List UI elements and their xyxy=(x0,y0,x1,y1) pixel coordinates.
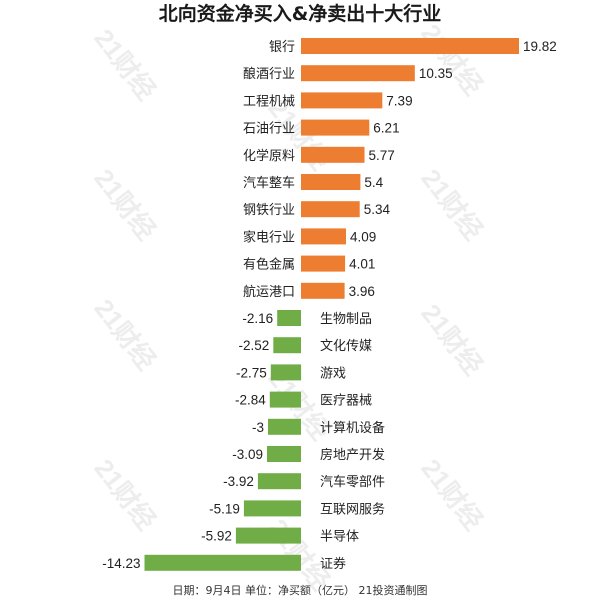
category-label-1: 银行 xyxy=(269,40,295,55)
bar-17 xyxy=(257,473,301,490)
value-label-9: 4.01 xyxy=(349,257,375,272)
value-label-6: 5.4 xyxy=(364,175,383,190)
category-label-20: 证券 xyxy=(320,556,346,572)
category-label-7: 钢铁行业 xyxy=(243,203,295,218)
watermark-4: 21财经 xyxy=(415,163,488,245)
value-label-13: -2.75 xyxy=(236,365,267,380)
value-label-10: 3.96 xyxy=(349,284,375,299)
value-label-1: 19.82 xyxy=(523,39,557,54)
bar-11 xyxy=(277,310,301,326)
bar-12 xyxy=(273,337,301,354)
category-label-12: 文化传媒 xyxy=(320,339,372,354)
watermark-5: 21财经 xyxy=(88,293,161,375)
category-label-2: 酿酒行业 xyxy=(243,66,295,82)
bars-group xyxy=(144,38,519,571)
category-label-5: 化学原料 xyxy=(243,148,295,164)
bar-7 xyxy=(301,201,360,218)
category-label-10: 航运港口 xyxy=(243,284,295,300)
value-label-18: -5.19 xyxy=(209,501,240,516)
chart-title: 北向资金净买入&净卖出十大行业 xyxy=(159,2,442,25)
bar-8 xyxy=(301,228,346,245)
category-label-17: 汽车零部件 xyxy=(320,474,385,490)
bar-15 xyxy=(268,418,301,435)
category-label-19: 半导体 xyxy=(320,530,359,545)
bar-2 xyxy=(301,65,415,82)
bar-18 xyxy=(243,500,301,517)
category-label-9: 有色金属 xyxy=(243,257,295,273)
value-label-11: -2.16 xyxy=(242,311,273,326)
value-label-4: 6.21 xyxy=(373,121,399,136)
bar-9 xyxy=(301,255,346,272)
bar-20 xyxy=(144,554,301,571)
bar-5 xyxy=(301,146,365,163)
labels-group: 银行 19.82 酿酒行业 10.35 工程机械 7.39 石油行业 6.21 化学原料 5.77… xyxy=(102,39,557,572)
watermark-2: 21财经 xyxy=(415,18,488,100)
value-label-2: 10.35 xyxy=(419,66,453,81)
bar-4 xyxy=(301,119,370,136)
bar-3 xyxy=(301,92,383,109)
watermark-8: 21财经 xyxy=(415,453,488,535)
bar-1 xyxy=(301,38,519,54)
watermark-7: 21财经 xyxy=(88,453,161,535)
value-label-5: 5.77 xyxy=(369,148,395,163)
category-label-8: 家电行业 xyxy=(243,229,295,245)
bar-6 xyxy=(301,174,361,190)
bar-13 xyxy=(270,364,302,381)
value-label-7: 5.34 xyxy=(364,202,391,217)
bar-10 xyxy=(301,282,345,299)
value-label-19: -5.92 xyxy=(201,529,232,544)
value-label-15: -3 xyxy=(252,420,264,435)
category-label-14: 医疗器械 xyxy=(320,394,372,409)
category-label-11: 生物制品 xyxy=(320,312,372,327)
bar-19 xyxy=(235,527,301,544)
watermark-1: 21财经 xyxy=(88,23,161,105)
category-label-6: 汽车整车 xyxy=(243,175,295,191)
category-label-4: 石油行业 xyxy=(243,122,295,137)
value-label-14: -2.84 xyxy=(235,393,266,408)
value-label-8: 4.09 xyxy=(350,229,376,244)
value-label-16: -3.09 xyxy=(232,447,263,462)
chart-footer-note: 日期：9月4日 单位：净买额（亿元） 21投资通制图 xyxy=(173,583,428,597)
value-label-12: -2.52 xyxy=(239,338,270,353)
category-label-18: 互联网服务 xyxy=(320,501,385,517)
category-label-16: 房地产开发 xyxy=(320,447,385,463)
category-label-3: 工程机械 xyxy=(243,94,295,109)
value-label-20: -14.23 xyxy=(102,556,140,571)
value-label-3: 7.39 xyxy=(386,93,412,108)
bar-16 xyxy=(267,446,301,462)
watermark-6: 21财经 xyxy=(415,298,488,380)
category-label-13: 游戏 xyxy=(320,366,346,381)
bar-14 xyxy=(269,391,301,408)
value-label-17: -3.92 xyxy=(223,474,254,489)
category-label-15: 计算机设备 xyxy=(320,420,385,436)
watermark-3: 21财经 xyxy=(88,163,161,245)
